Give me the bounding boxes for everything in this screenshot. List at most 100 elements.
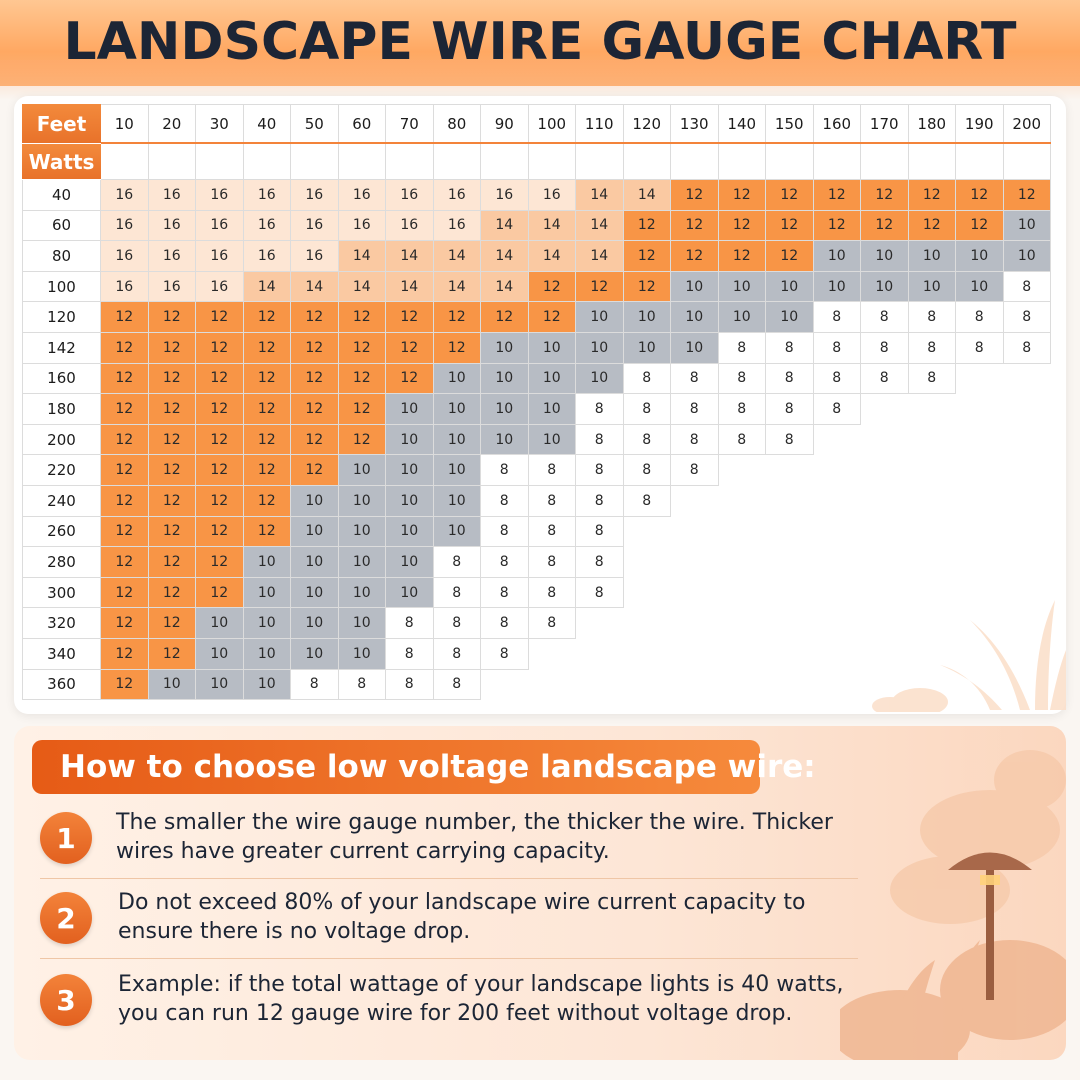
gauge-cell: 8 [433,608,481,639]
blank-header-cell [243,144,291,180]
gauge-cell: 12 [101,455,149,486]
column-header-feet: 170 [861,104,909,144]
gauge-cell: 8 [576,547,624,578]
gauge-cell: 12 [101,394,149,425]
gauge-cell: 12 [196,363,244,395]
gauge-cell: 8 [481,577,529,609]
column-header-feet: 140 [718,104,766,144]
gauge-cell: 16 [148,210,196,242]
blank-header-cell [813,144,861,180]
gauge-cell: 12 [338,302,386,333]
row-header-watts: 260 [22,516,101,548]
gauge-cell: 12 [148,455,196,486]
gauge-cell: 10 [386,486,434,517]
gauge-cell: 12 [291,302,339,333]
gauge-cell: 8 [766,424,814,456]
gauge-cell: 10 [338,577,386,609]
gauge-cell: 12 [196,302,244,333]
column-header-feet: 150 [766,104,814,144]
gauge-cell: 8 [576,394,624,425]
column-header-feet: 10 [101,104,149,144]
gauge-cell: 8 [433,639,481,670]
gauge-cell: 16 [433,180,481,211]
gauge-cell: 14 [386,241,434,272]
row-header-watts: 160 [22,363,101,395]
gauge-cell: 12 [956,210,1004,242]
gauge-cell: 12 [766,241,814,272]
blank-header-cell [576,144,624,180]
gauge-cell: 12 [148,577,196,609]
row-header-watts: 100 [22,271,101,303]
gauge-cell: 8 [1003,271,1051,303]
gauge-cell: 12 [243,516,291,548]
page-title: LANDSCAPE WIRE GAUGE CHART [63,12,1017,72]
tips-heading: How to choose low voltage landscape wire… [32,740,816,794]
tip-divider [40,958,858,959]
column-header-feet: 190 [956,104,1004,144]
gauge-cell: 10 [433,363,481,395]
blank-header-cell [386,144,434,180]
gauge-cell: 8 [718,424,766,456]
gauge-cell: 10 [338,608,386,639]
gauge-cell: 10 [956,271,1004,303]
gauge-cell: 14 [481,210,529,242]
gauge-cell: 10 [671,302,719,333]
gauge-cell: 10 [433,455,481,486]
column-header-feet: 120 [623,104,671,144]
gauge-cell: 12 [291,455,339,486]
gauge-cell: 10 [576,302,624,333]
gauge-cell: 12 [101,333,149,364]
gauge-cell: 16 [338,180,386,211]
gauge-cell: 10 [861,241,909,272]
gauge-cell: 12 [148,547,196,578]
gauge-cell: 14 [481,271,529,303]
blank-header-cell [718,144,766,180]
tip-text: The smaller the wire gauge number, the t… [116,810,833,864]
gauge-cell: 12 [338,333,386,364]
gauge-cell: 12 [433,333,481,364]
row-header-watts: 340 [22,639,101,670]
gauge-cell: 12 [766,210,814,242]
gauge-cell: 8 [386,639,434,670]
gauge-cell: 16 [243,210,291,242]
gauge-cell: 12 [528,302,576,333]
gauge-cell: 10 [623,302,671,333]
gauge-cell: 10 [386,577,434,609]
gauge-cell: 12 [243,424,291,456]
gauge-cell: 16 [291,210,339,242]
gauge-cell: 12 [196,486,244,517]
gauge-cell: 14 [576,210,624,242]
gauge-cell: 10 [481,333,529,364]
gauge-cell: 8 [528,547,576,578]
gauge-cell: 12 [101,486,149,517]
tip-item-2: 2 Do not exceed 80% of your landscape wi… [40,888,860,968]
tip-number-badge: 2 [40,892,92,944]
gauge-cell: 10 [528,424,576,456]
gauge-cell: 10 [481,394,529,425]
gauge-cell: 12 [718,180,766,211]
gauge-cell: 12 [243,363,291,395]
tip-divider [40,878,858,879]
gauge-cell: 12 [101,608,149,639]
blank-header-cell [671,144,719,180]
gauge-cell: 12 [196,333,244,364]
gauge-cell: 8 [481,639,529,670]
blank-header-cell [338,144,386,180]
gauge-cell: 8 [528,608,576,639]
tip-text: Example: if the total wattage of your la… [118,972,844,1026]
gauge-cell: 10 [481,424,529,456]
banner-glow [0,60,1080,100]
gauge-cell: 10 [243,547,291,578]
row-header-watts: 280 [22,547,101,578]
tip-item-1: 1 The smaller the wire gauge number, the… [40,808,860,888]
gauge-cell: 8 [766,394,814,425]
column-header-feet: 110 [576,104,624,144]
blank-header-cell [1003,144,1051,180]
gauge-cell: 10 [718,302,766,333]
gauge-cell: 10 [813,271,861,303]
gauge-cell: 16 [386,210,434,242]
column-header-feet: 130 [671,104,719,144]
column-header-feet: 70 [386,104,434,144]
gauge-cell: 8 [1003,333,1051,364]
